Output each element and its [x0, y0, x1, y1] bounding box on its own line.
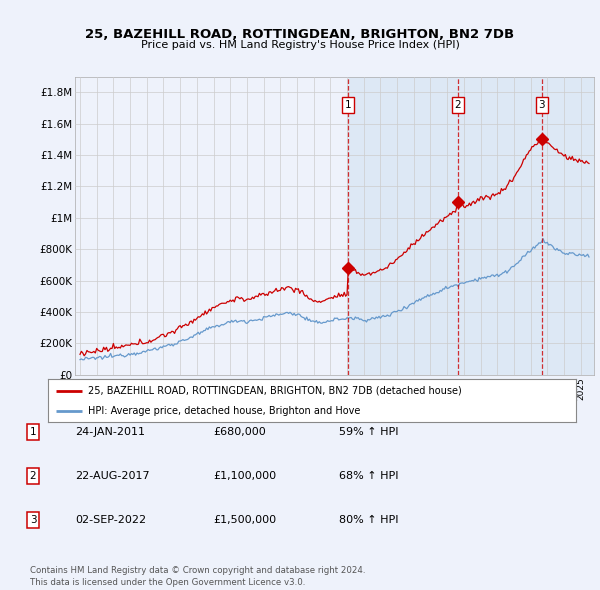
Text: 2: 2 — [29, 471, 37, 481]
Text: 1: 1 — [29, 427, 37, 437]
Text: 25, BAZEHILL ROAD, ROTTINGDEAN, BRIGHTON, BN2 7DB: 25, BAZEHILL ROAD, ROTTINGDEAN, BRIGHTON… — [85, 28, 515, 41]
Text: 2: 2 — [455, 100, 461, 110]
Text: 1: 1 — [345, 100, 352, 110]
Text: Price paid vs. HM Land Registry's House Price Index (HPI): Price paid vs. HM Land Registry's House … — [140, 40, 460, 50]
Text: £1,100,000: £1,100,000 — [213, 471, 276, 481]
Text: 3: 3 — [538, 100, 545, 110]
Text: HPI: Average price, detached house, Brighton and Hove: HPI: Average price, detached house, Brig… — [88, 407, 360, 416]
Text: 59% ↑ HPI: 59% ↑ HPI — [339, 427, 398, 437]
Text: 25, BAZEHILL ROAD, ROTTINGDEAN, BRIGHTON, BN2 7DB (detached house): 25, BAZEHILL ROAD, ROTTINGDEAN, BRIGHTON… — [88, 386, 461, 396]
Text: 68% ↑ HPI: 68% ↑ HPI — [339, 471, 398, 481]
Text: Contains HM Land Registry data © Crown copyright and database right 2024.
This d: Contains HM Land Registry data © Crown c… — [30, 566, 365, 587]
Text: 3: 3 — [29, 516, 37, 525]
Text: 24-JAN-2011: 24-JAN-2011 — [75, 427, 145, 437]
Bar — [348, 77, 594, 375]
Text: 02-SEP-2022: 02-SEP-2022 — [75, 516, 146, 525]
Text: 80% ↑ HPI: 80% ↑ HPI — [339, 516, 398, 525]
Text: 22-AUG-2017: 22-AUG-2017 — [75, 471, 149, 481]
Text: £1,500,000: £1,500,000 — [213, 516, 276, 525]
Text: £680,000: £680,000 — [213, 427, 266, 437]
